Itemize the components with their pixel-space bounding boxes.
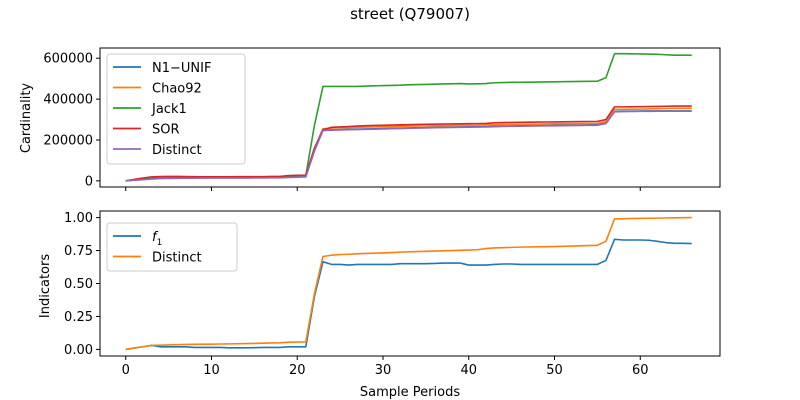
indicators-panel: 0 10 20 30 40 50 60 0.00 0.25 0.50 0.75 1.00 Indica… — [38, 210, 721, 400]
indicators-series-line-f1 — [125, 238, 692, 351]
x-tick-label: 40 — [460, 363, 477, 378]
cardinality-legend-label-n1-unif: N1−UNIF — [152, 61, 211, 76]
cardinality-y-axis-label: Cardinality — [19, 83, 34, 154]
chart-title: street (Q79007) — [350, 5, 470, 23]
indicators-series-line-distinct — [125, 216, 692, 351]
cardinality-lines — [125, 52, 692, 182]
indicators-legend: f1 Distinct — [106, 222, 238, 272]
cardinality-series-line-distinct — [125, 110, 692, 182]
x-tick-label: 0 — [122, 363, 130, 378]
cardinality-y-tick-label: 400000 — [43, 93, 93, 108]
cardinality-axes-frame — [99, 47, 721, 188]
cardinality-panel: 0 200000 400000 600000 Cardinality N1−UNIF C… — [19, 47, 721, 191]
x-tick-label: 10 — [203, 363, 220, 378]
cardinality-y-tick-label: 200000 — [43, 133, 93, 148]
x-axis-label: Sample Periods — [360, 385, 460, 400]
cardinality-ticks: 0 200000 400000 600000 — [43, 52, 641, 191]
indicators-y-tick-label: 1.00 — [64, 211, 93, 226]
indicators-ticks: 0 10 20 30 40 50 60 0.00 0.25 0.50 0.75 1.00 — [64, 211, 648, 378]
cardinality-legend-label-chao92: Chao92 — [152, 82, 202, 97]
x-tick-label: 50 — [546, 363, 563, 378]
indicators-legend-label-distinct: Distinct — [152, 251, 202, 266]
indicators-y-tick-label: 0.25 — [64, 310, 93, 325]
cardinality-y-tick-label: 0 — [85, 174, 93, 189]
cardinality-legend: N1−UNIF Chao92 Jack1 SOR Distinct — [106, 53, 246, 165]
x-tick-label: 30 — [375, 363, 392, 378]
cardinality-legend-label-distinct: Distinct — [152, 143, 202, 158]
cardinality-legend-label-sor: SOR — [152, 123, 180, 138]
cardinality-legend-box — [106, 53, 246, 165]
cardinality-y-tick-label: 600000 — [43, 52, 93, 67]
cardinality-legend-label-jack1: Jack1 — [151, 102, 187, 117]
indicators-y-tick-label: 0.50 — [64, 277, 93, 292]
indicators-legend-box — [106, 222, 238, 272]
indicators-y-tick-label: 0.00 — [64, 343, 93, 358]
cardinality-series-line-sor — [125, 105, 692, 182]
x-tick-label: 60 — [632, 363, 649, 378]
indicators-y-tick-label: 0.75 — [64, 244, 93, 259]
indicators-lines — [125, 216, 692, 351]
indicators-legend-label-f1: f1 — [152, 230, 162, 248]
x-tick-label: 20 — [289, 363, 306, 378]
indicators-y-axis-label: Indicators — [38, 254, 53, 318]
